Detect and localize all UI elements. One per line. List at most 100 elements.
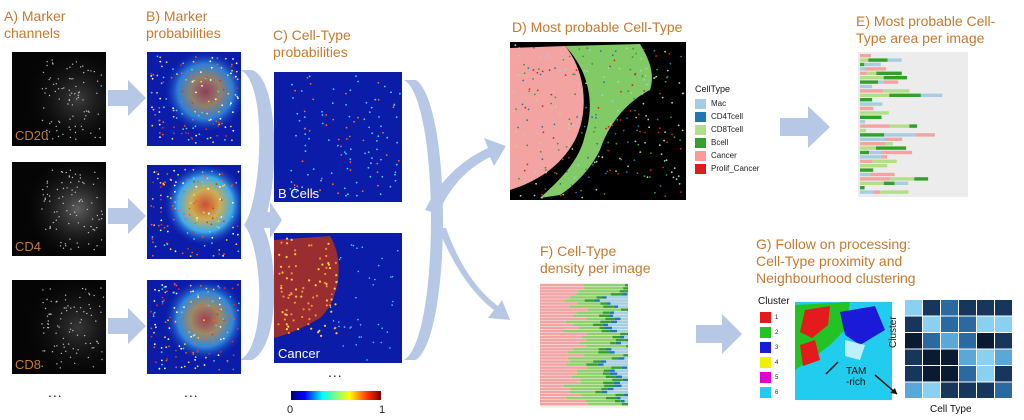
- cell-dot: [575, 191, 577, 194]
- probability-dot: [161, 133, 164, 136]
- marker-signal-dot: [64, 299, 67, 301]
- density-bar: [578, 326, 600, 330]
- cancer-prob-dot: [380, 341, 383, 344]
- bcell-prob-dot: [397, 160, 400, 162]
- probability-dot: [151, 238, 154, 240]
- probability-dot: [219, 198, 222, 201]
- marker-signal-dot: [51, 351, 54, 353]
- cell-dot: [649, 176, 651, 178]
- bcell-prob-dot: [357, 116, 359, 119]
- heatmap-cell: [995, 349, 1012, 365]
- cluster-swatch: [760, 372, 771, 383]
- probability-dot: [183, 213, 185, 215]
- marker-signal-dot: [66, 310, 68, 312]
- marker-signal-dot: [69, 169, 72, 171]
- probability-dot: [213, 319, 216, 322]
- cell-dot: [663, 139, 665, 142]
- probability-dot: [150, 73, 153, 75]
- cell-dot: [532, 46, 535, 49]
- marker-signal-dot: [93, 248, 95, 251]
- cancer-prob-dot: [323, 324, 327, 327]
- marker-signal-dot: [87, 110, 90, 112]
- cancer-prob-dot: [372, 284, 375, 286]
- probability-dot: [208, 230, 211, 233]
- cell-dot: [655, 55, 657, 57]
- marker-signal-dot: [44, 350, 46, 352]
- area-bar: [860, 80, 879, 84]
- probability-dot: [175, 349, 177, 352]
- cell-dot: [541, 126, 544, 128]
- marker-signal-dot: [93, 294, 95, 297]
- marker-signal-dot: [62, 187, 65, 190]
- marker-signal-dot: [63, 346, 65, 348]
- cancer-prob-dot: [290, 313, 293, 316]
- probability-dot: [194, 302, 196, 305]
- probability-dot: [165, 359, 168, 362]
- probability-dot: [155, 170, 158, 173]
- cancer-prob-dot: [287, 331, 290, 334]
- cancer-prob-dot: [285, 255, 288, 259]
- cell-dot: [595, 160, 598, 163]
- panel-a-more: ...: [48, 384, 63, 400]
- cell-dot: [666, 76, 668, 79]
- marker-signal-dot: [49, 227, 51, 229]
- marker-signal-dot: [50, 300, 52, 303]
- marker-signal-dot: [79, 200, 81, 202]
- probability-dot: [182, 62, 185, 65]
- cell-dot: [643, 175, 646, 178]
- probability-dot: [201, 181, 204, 183]
- bcell-prob-dot: [332, 118, 335, 121]
- cluster-legend-item: 2: [760, 325, 778, 340]
- marker-signal-dot: [96, 245, 98, 247]
- cell-dot: [593, 130, 595, 133]
- bcell-prob-dot: [385, 154, 388, 157]
- area-bar: [860, 177, 891, 181]
- legend-item: Prolif_Cancer: [695, 162, 759, 175]
- probability-dot: [217, 209, 220, 212]
- density-bar: [603, 381, 614, 385]
- probability-dot: [196, 219, 198, 222]
- cancer-prob-dot: [366, 359, 368, 361]
- density-bar: [540, 308, 588, 311]
- probability-dot: [220, 351, 222, 353]
- marker-signal-dot: [60, 352, 63, 355]
- density-bar: [607, 302, 611, 305]
- area-bar: [860, 106, 874, 111]
- density-bar: [614, 311, 628, 314]
- probability-dot: [213, 360, 215, 362]
- area-bar: [883, 89, 910, 93]
- density-bar: [610, 293, 622, 296]
- probability-dot: [174, 190, 176, 193]
- cell-dot: [637, 125, 640, 128]
- cancer-prob-dot: [333, 287, 336, 290]
- probability-dot: [229, 103, 232, 106]
- heatmap-cell: [923, 366, 940, 382]
- bcell-prob-dot: [293, 184, 296, 187]
- area-bar: [860, 159, 873, 163]
- marker-signal-dot: [41, 208, 43, 210]
- probability-dot: [166, 243, 169, 246]
- marker-signal-dot: [43, 107, 45, 109]
- marker-signal-dot: [100, 74, 103, 76]
- area-bar: [881, 155, 888, 159]
- density-bar: [620, 332, 627, 336]
- probability-dot: [193, 180, 196, 183]
- probability-dot: [161, 363, 163, 366]
- probability-dot: [171, 208, 174, 211]
- probability-dot: [168, 345, 171, 348]
- cancer-prob-dot: [390, 276, 392, 278]
- cell-dot: [666, 69, 669, 72]
- probability-dot: [159, 97, 162, 100]
- probability-dot: [234, 94, 237, 96]
- probability-dot: [161, 288, 164, 290]
- probability-dot: [156, 304, 158, 307]
- probability-dot: [222, 255, 225, 257]
- marker-signal-dot: [91, 202, 93, 204]
- density-bar: [620, 399, 625, 403]
- probability-dot: [153, 346, 156, 349]
- marker-signal-dot: [96, 214, 99, 217]
- cell-dot: [630, 92, 633, 94]
- probability-dot: [231, 287, 234, 290]
- density-bar: [540, 287, 585, 290]
- density-bar: [540, 290, 579, 293]
